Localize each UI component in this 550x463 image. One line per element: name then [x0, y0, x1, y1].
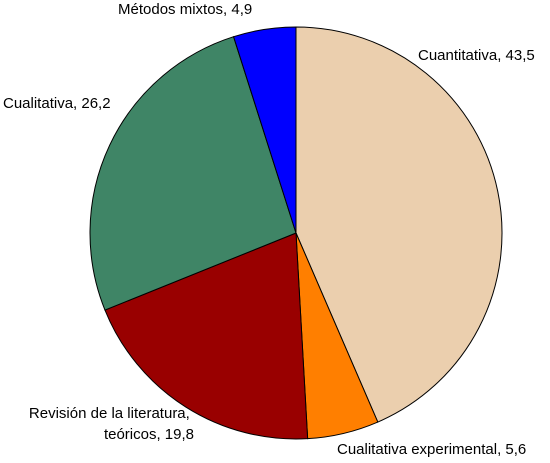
pie-slice-cuantitativa [295, 26, 503, 423]
slice-label-cualitativa: Cualitativa, 26,2 [3, 95, 111, 112]
pie-slice-revision-literatura [104, 232, 309, 440]
pie-slice-cualitativa [89, 36, 297, 311]
slice-label-cuantitativa: Cuantitativa, 43,5 [418, 47, 535, 64]
slice-label-revision-literatura: Revisión de la literatura, teóricos, 19,… [29, 405, 194, 443]
slice-label-metodos-mixtos: Métodos mixtos, 4,9 [118, 1, 252, 18]
pie-slices [89, 26, 503, 440]
slice-label-cualitativa-experimental: Cualitativa experimental, 5,6 [337, 441, 526, 458]
pie-slice-metodos-mixtos [232, 26, 297, 234]
slice-label-revision-line1: Revisión de la literatura, [29, 405, 190, 422]
slice-label-revision-line2: teóricos, 19,8 [104, 426, 194, 443]
